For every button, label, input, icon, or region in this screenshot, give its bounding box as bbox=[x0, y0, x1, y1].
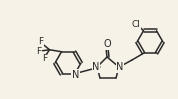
Text: N: N bbox=[92, 62, 100, 72]
Text: O: O bbox=[103, 39, 111, 49]
Text: N: N bbox=[72, 70, 79, 80]
Text: Cl: Cl bbox=[131, 20, 140, 29]
Text: F: F bbox=[36, 47, 41, 56]
Text: F: F bbox=[42, 54, 47, 63]
Text: F: F bbox=[38, 37, 43, 46]
Text: N: N bbox=[116, 62, 124, 72]
